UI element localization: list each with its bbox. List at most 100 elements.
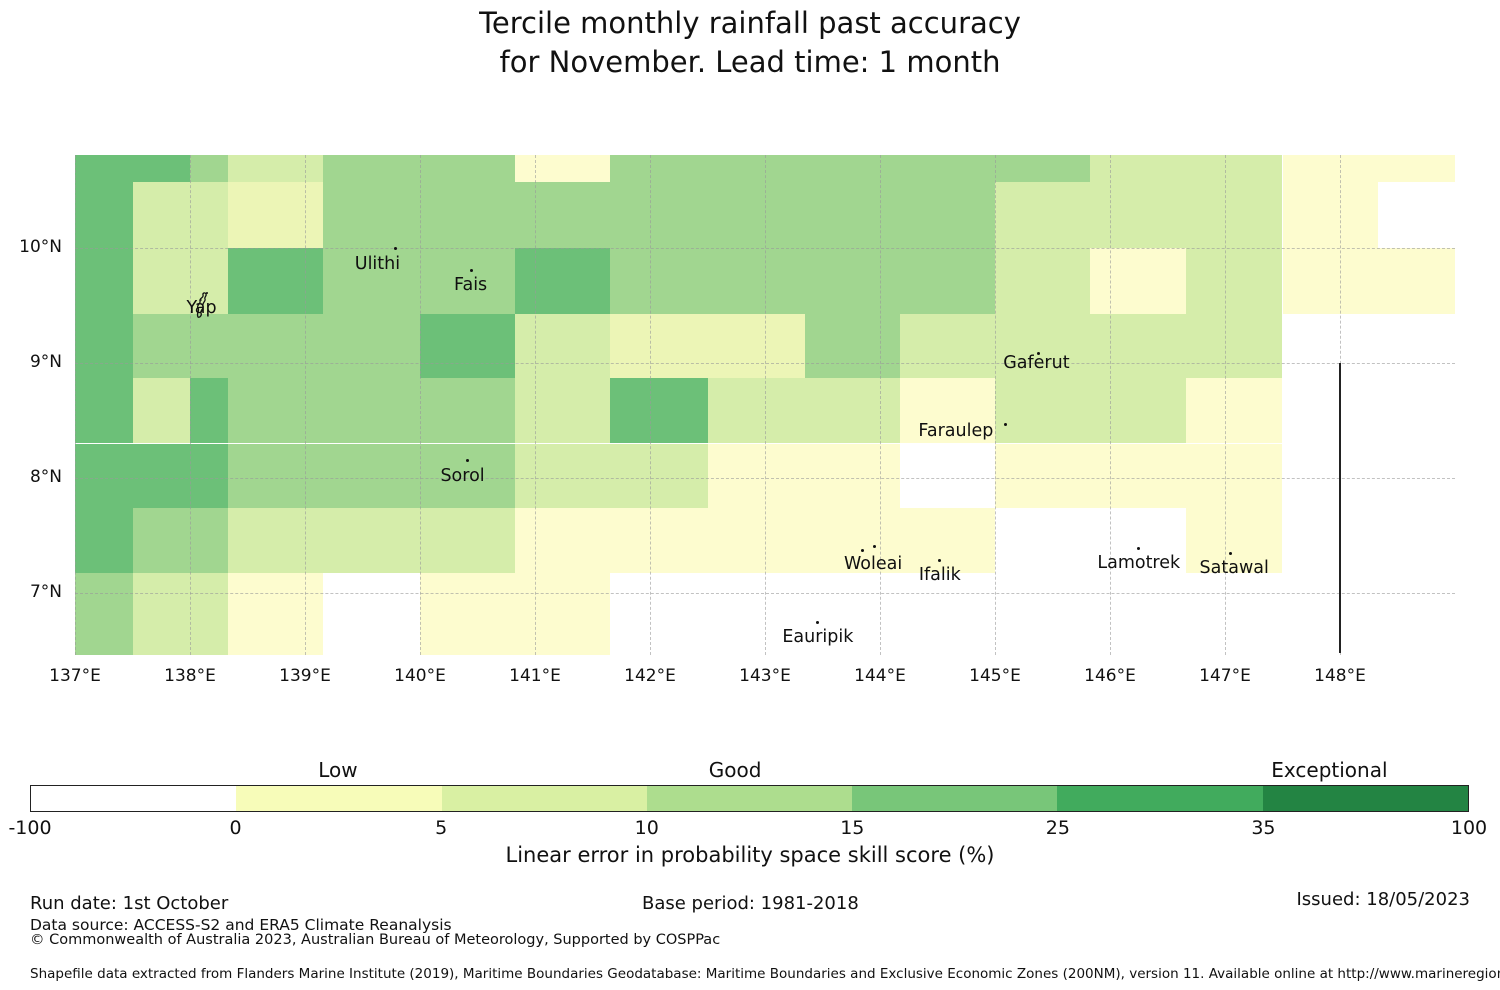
island-label-woleai: Woleai: [843, 554, 903, 575]
issued-date-text: Issued: 18/05/2023: [1296, 889, 1470, 910]
x-tick-label: 142°E: [624, 666, 676, 686]
grid-cell: [805, 154, 900, 183]
y-tick-label: 7°N: [29, 582, 62, 602]
island-marker-dot: [1136, 547, 1140, 551]
chart-title-line2: for November. Lead time: 1 month: [499, 45, 1001, 79]
grid-cell: [1377, 248, 1455, 314]
grid-cell: [995, 154, 1091, 183]
grid-cell: [1377, 154, 1455, 183]
grid-cell: [995, 443, 1091, 508]
grid-cell: [190, 507, 228, 574]
colorbar-tick-label: 0: [229, 817, 242, 839]
grid-cell: [707, 248, 806, 314]
grid-cell: [899, 313, 995, 378]
grid-cell: [805, 182, 900, 248]
grid-cell: [75, 313, 133, 378]
grid-cell: [323, 182, 420, 248]
colorbar-tick-label: 15: [840, 817, 865, 839]
x-tick-label: 147°E: [1199, 666, 1251, 686]
yap-islands-icon: [196, 291, 208, 318]
gridline-vertical: [880, 155, 881, 655]
gridline-vertical: [650, 155, 651, 655]
colorbar-segment: [441, 786, 647, 811]
copyright-text: © Commonwealth of Australia 2023, Austra…: [30, 932, 721, 948]
island-label-fais: Fais: [454, 274, 488, 295]
colorbar-segment: [1262, 786, 1468, 811]
colorbar-zone-label: Low: [318, 758, 358, 782]
grid-cell: [1185, 182, 1283, 248]
grid-cell: [227, 507, 324, 574]
colorbar-tick-label: 25: [1045, 817, 1070, 839]
gridline-vertical: [190, 155, 191, 655]
chart-title: Tercile monthly rainfall past accuracy f…: [0, 4, 1500, 82]
grid-cell: [420, 182, 516, 248]
grid-cell: [515, 313, 610, 378]
grid-cell: [323, 507, 420, 574]
grid-cell: [227, 377, 324, 444]
grid-cell: [707, 443, 806, 508]
grid-cell: [1282, 182, 1378, 248]
x-tick-label: 148°E: [1314, 666, 1366, 686]
x-tick-label: 139°E: [279, 666, 331, 686]
island-marker-dot: [1037, 352, 1041, 355]
grid-cell: [132, 182, 190, 248]
grid-cell: [132, 443, 190, 508]
x-tick-label: 144°E: [854, 666, 906, 686]
grid-cell: [1282, 248, 1378, 314]
grid-cell: [707, 377, 806, 444]
grid-cell: [190, 443, 228, 508]
gridline-vertical: [75, 155, 76, 655]
island-marker-dot: [815, 620, 819, 624]
colorbar: [30, 785, 1469, 812]
grid-cell: [805, 248, 900, 314]
colorbar-segment: [1057, 786, 1263, 811]
grid-cell: [995, 248, 1091, 314]
grid-cell: [1090, 248, 1186, 314]
grid-cell: [805, 443, 900, 508]
island-marker-dot: [465, 458, 469, 462]
colorbar-tick-label: -100: [8, 817, 52, 839]
gridline-horizontal: [75, 593, 1455, 594]
island-marker-dot: [394, 247, 398, 251]
grid-cell: [190, 637, 228, 656]
island-label-gaferut: Gaferut: [1003, 353, 1070, 373]
gridline-vertical: [995, 155, 996, 655]
grid-cell: [1282, 154, 1378, 183]
grid-cell: [227, 313, 324, 378]
grid-cell: [1090, 154, 1186, 183]
grid-cell: [323, 248, 420, 314]
island-label-satawal: Satawal: [1199, 557, 1269, 578]
colorbar-zone-label: Exceptional: [1271, 758, 1388, 782]
grid-cell: [132, 313, 190, 378]
gridline-horizontal: [75, 478, 1455, 479]
grid-cell: [190, 154, 228, 183]
island-label-ulithi: Ulithi: [354, 254, 401, 275]
grid-cell: [323, 313, 420, 378]
map-plot-area: Yap Ulithi Fais Sorol Gaferut Faraulep Woleai I…: [75, 154, 1455, 656]
y-tick-label: 9°N: [29, 352, 62, 372]
island-marker-dot: [1229, 551, 1233, 555]
colorbar-segment: [852, 786, 1058, 811]
island-label-eauripik: Eauripik: [782, 626, 854, 647]
grid-cell: [707, 507, 806, 574]
grid-cell: [420, 248, 516, 314]
grid-cell: [227, 637, 324, 656]
grid-cell: [190, 248, 228, 314]
grid-cell: [75, 154, 133, 183]
grid-cell: [323, 377, 420, 444]
gridline-horizontal: [75, 248, 1455, 249]
grid-cell: [707, 313, 806, 378]
island-marker-dot: [1003, 422, 1007, 426]
gridline-vertical: [1225, 155, 1226, 655]
grid-cell: [190, 573, 228, 638]
grid-cell: [227, 182, 324, 248]
y-tick-label: 8°N: [29, 467, 62, 487]
grid-cell: [227, 248, 324, 314]
colorbar-axis-label: Linear error in probability space skill …: [505, 843, 995, 867]
grid-cell: [515, 573, 610, 638]
x-tick-label: 141°E: [509, 666, 561, 686]
colorbar-tick-label: 10: [634, 817, 659, 839]
y-tick-label: 10°N: [19, 237, 62, 257]
grid-cell: [420, 507, 516, 574]
island-label-sorol: Sorol: [440, 465, 485, 486]
